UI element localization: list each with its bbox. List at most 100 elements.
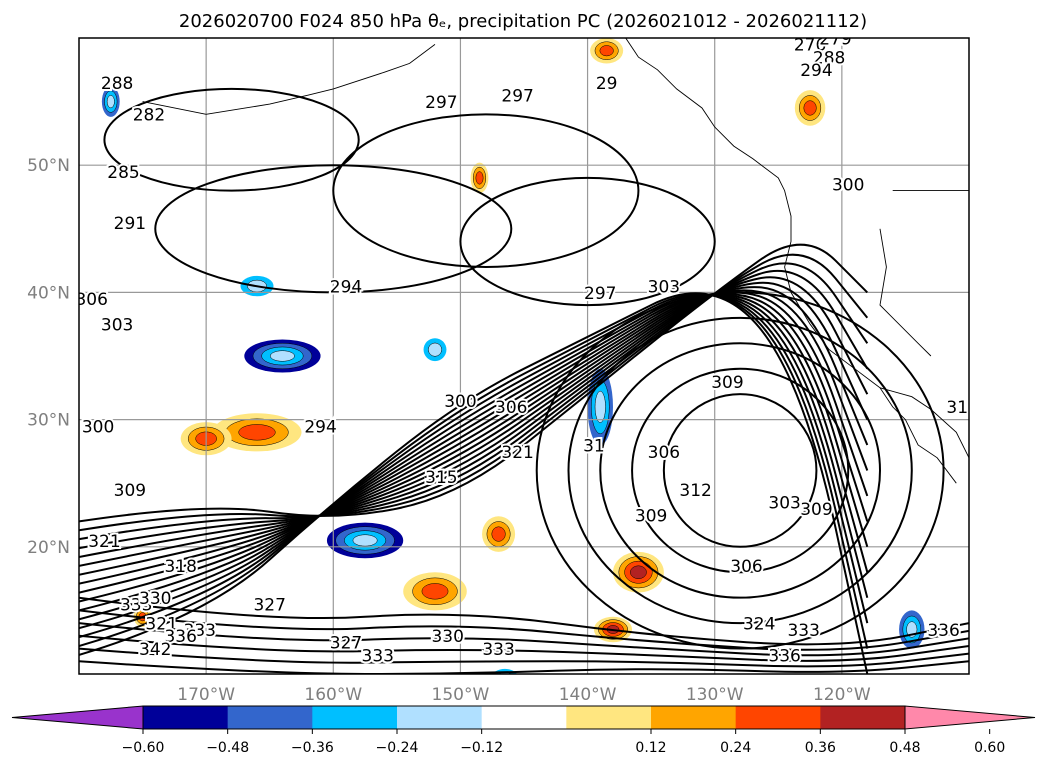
longitude-tick-labels: 170°W 160°W 150°W 140°W 130°W 120°W bbox=[177, 685, 871, 705]
contour-high bbox=[662, 393, 818, 548]
colorbar-tick-label: 0.60 bbox=[974, 740, 1005, 756]
colorbar-tick-label: −0.24 bbox=[376, 740, 419, 756]
precip-level bbox=[270, 350, 295, 362]
lon-tick-label: 120°W bbox=[813, 685, 871, 705]
lon-tick-label: 170°W bbox=[177, 685, 235, 705]
contour-label: 333 bbox=[120, 595, 152, 615]
contour-label: 297 bbox=[425, 93, 457, 113]
chart-title: 2026020700 F024 850 hPa θₑ, precipitatio… bbox=[179, 11, 867, 32]
theta-e-contours bbox=[79, 87, 969, 674]
contour-high bbox=[567, 316, 913, 625]
contour-label: 309 bbox=[114, 481, 146, 501]
contour-label: 300 bbox=[82, 417, 114, 437]
map-background bbox=[79, 38, 969, 674]
lon-tick-label: 150°W bbox=[432, 685, 490, 705]
lat-tick-label: 20°N bbox=[27, 538, 70, 558]
precip-level bbox=[238, 424, 276, 441]
contour-label: 321 bbox=[88, 532, 120, 552]
lat-tick-label: 30°N bbox=[27, 411, 70, 431]
precip-level bbox=[491, 526, 506, 542]
contour-line bbox=[79, 262, 869, 541]
contour-line bbox=[79, 243, 869, 523]
precip-blob bbox=[470, 162, 489, 194]
contour-label: 327 bbox=[330, 634, 362, 654]
contour-line bbox=[79, 294, 869, 621]
contour-line bbox=[79, 294, 869, 630]
contour-label: 288 bbox=[813, 48, 845, 68]
colorbar-frame bbox=[142, 705, 906, 730]
colorbar-tick-label: −0.12 bbox=[460, 740, 503, 756]
contour-label: 342 bbox=[139, 640, 171, 660]
contour-label: 333 bbox=[362, 646, 394, 666]
colorbar-band bbox=[312, 706, 398, 729]
contour-line bbox=[79, 269, 869, 550]
colorbar-band bbox=[227, 706, 313, 729]
contour-label: 336 bbox=[164, 627, 196, 647]
contour-line bbox=[79, 276, 869, 558]
contour-line bbox=[79, 647, 969, 668]
contour-line bbox=[79, 293, 869, 603]
colorbar-extend-low bbox=[11, 705, 144, 730]
precip-blob bbox=[101, 86, 120, 117]
precip-level bbox=[106, 95, 115, 109]
contour-line bbox=[79, 292, 869, 674]
contour-label: 297 bbox=[501, 87, 533, 107]
contour-label: 336 bbox=[927, 621, 959, 641]
precip-blob bbox=[212, 413, 302, 452]
precip-blob bbox=[244, 339, 321, 373]
precip-blob bbox=[794, 90, 826, 126]
precip-level bbox=[352, 534, 378, 547]
contour-label: 294 bbox=[330, 277, 362, 297]
contour-label: 309 bbox=[635, 506, 667, 526]
contour-label: 300 bbox=[832, 176, 864, 196]
colorbar-band bbox=[481, 706, 567, 729]
colorbar-band bbox=[651, 706, 737, 729]
colorbar-tick-label: 0.24 bbox=[720, 740, 751, 756]
precip-blob bbox=[133, 606, 152, 627]
contour-label: 294 bbox=[800, 61, 832, 81]
precip-blob bbox=[482, 516, 516, 552]
colorbar-tick-label: −0.60 bbox=[122, 740, 165, 756]
lon-tick-label: 160°W bbox=[304, 685, 362, 705]
colorbar-tick-label: 0.12 bbox=[635, 740, 666, 756]
contour-label: 327 bbox=[253, 595, 285, 615]
contour-line bbox=[79, 622, 969, 657]
contour-line bbox=[79, 596, 969, 646]
precip-blob bbox=[403, 572, 467, 611]
contour-label: 333 bbox=[787, 621, 819, 641]
colorbar-tick-label: 0.48 bbox=[889, 740, 920, 756]
precip-blob bbox=[613, 551, 664, 593]
contour-high bbox=[535, 291, 945, 650]
precip-level bbox=[421, 583, 449, 600]
contour-line bbox=[79, 294, 869, 612]
contour-label: 297 bbox=[584, 284, 616, 304]
contour-label: 330 bbox=[139, 589, 171, 609]
contour-label: 324 bbox=[743, 614, 775, 634]
colorbar-tick-label: −0.48 bbox=[206, 740, 249, 756]
contour-label: 291 bbox=[114, 214, 146, 234]
precip-level bbox=[599, 45, 614, 57]
lon-tick-label: 130°W bbox=[686, 685, 744, 705]
contour-label: 318 bbox=[946, 398, 978, 418]
coastline bbox=[142, 44, 436, 115]
contour-line bbox=[79, 293, 869, 639]
precip-blob bbox=[423, 338, 447, 362]
coastline bbox=[625, 38, 957, 484]
precip-level bbox=[594, 390, 606, 423]
contour-label: 315 bbox=[425, 468, 457, 488]
contour-line bbox=[79, 634, 969, 662]
contour-label: 303 bbox=[768, 494, 800, 514]
coastline bbox=[879, 228, 932, 357]
contour-label: 303 bbox=[648, 277, 680, 297]
contour-label: 306 bbox=[730, 557, 762, 577]
contour-label: 333 bbox=[482, 640, 514, 660]
precip-level bbox=[475, 171, 484, 185]
contour-label: 294 bbox=[304, 417, 336, 437]
precip-blob bbox=[590, 38, 624, 64]
contour-label: 300 bbox=[444, 392, 476, 412]
contour-label: 306 bbox=[75, 290, 107, 310]
lat-tick-label: 40°N bbox=[27, 283, 70, 303]
